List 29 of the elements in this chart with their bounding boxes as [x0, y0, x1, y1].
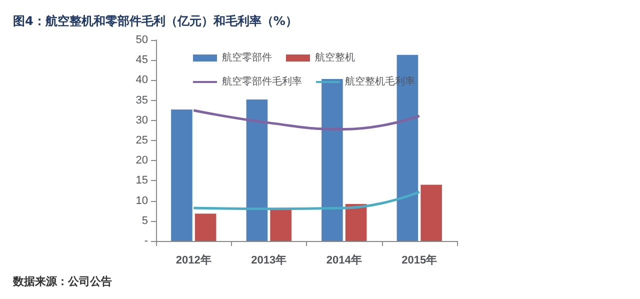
- y-tick-label: 20: [136, 154, 148, 167]
- y-tick-label: 30: [136, 114, 148, 126]
- line-series: [192, 109, 421, 130]
- x-tick-label: 2013年: [251, 254, 287, 266]
- y-tick-label: 50: [136, 34, 148, 46]
- source-note: 数据来源：公司公告: [12, 275, 112, 288]
- bar: [396, 54, 418, 241]
- y-tick-label: 5: [142, 214, 148, 227]
- y-tick-label: 35: [136, 94, 148, 106]
- y-tick-label: 25: [136, 134, 148, 146]
- bar: [345, 204, 367, 241]
- y-tick-label: -: [144, 235, 148, 247]
- bar: [171, 110, 192, 241]
- legend-label: 航空整机: [315, 52, 355, 64]
- legend-label: 航空零部件毛利率: [222, 76, 302, 88]
- x-tick-label: 2012年: [176, 254, 212, 266]
- bar: [420, 184, 442, 241]
- legend-label: 航空零部件: [222, 52, 272, 64]
- bar: [322, 78, 343, 241]
- chart-title: 图4：航空整机和零部件毛利（亿元）和毛利率（%）: [13, 14, 298, 28]
- x-tick-label: 2015年: [402, 254, 438, 266]
- y-tick-label: 45: [136, 54, 148, 66]
- bar: [246, 99, 268, 241]
- y-tick-label: 15: [136, 174, 148, 187]
- y-tick-label: 40: [136, 74, 148, 86]
- x-tick-label: 2014年: [326, 254, 362, 266]
- bar: [194, 214, 216, 241]
- y-tick-label: 10: [136, 194, 148, 207]
- bar: [270, 209, 292, 241]
